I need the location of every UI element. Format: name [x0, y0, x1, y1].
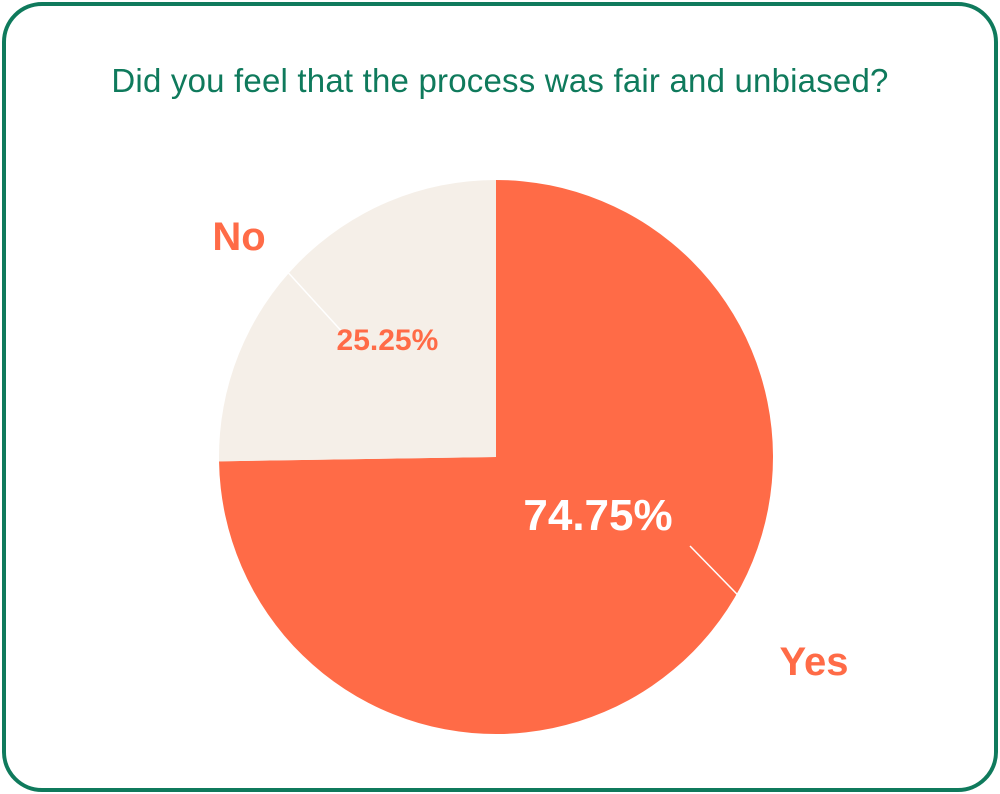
pie-percent-label-yes: 74.75% — [523, 491, 672, 540]
pie-category-label-yes: Yes — [780, 640, 849, 684]
pie-percent-label-no: 25.25% — [337, 324, 439, 357]
chart-title: Did you feel that the process was fair a… — [111, 62, 889, 99]
pie-slice-yes — [219, 180, 773, 734]
leader-line-yes — [689, 545, 771, 629]
pie-slice-no — [219, 179, 497, 462]
pie-category-label-no: No — [212, 215, 265, 259]
leader-line-no — [283, 267, 346, 336]
